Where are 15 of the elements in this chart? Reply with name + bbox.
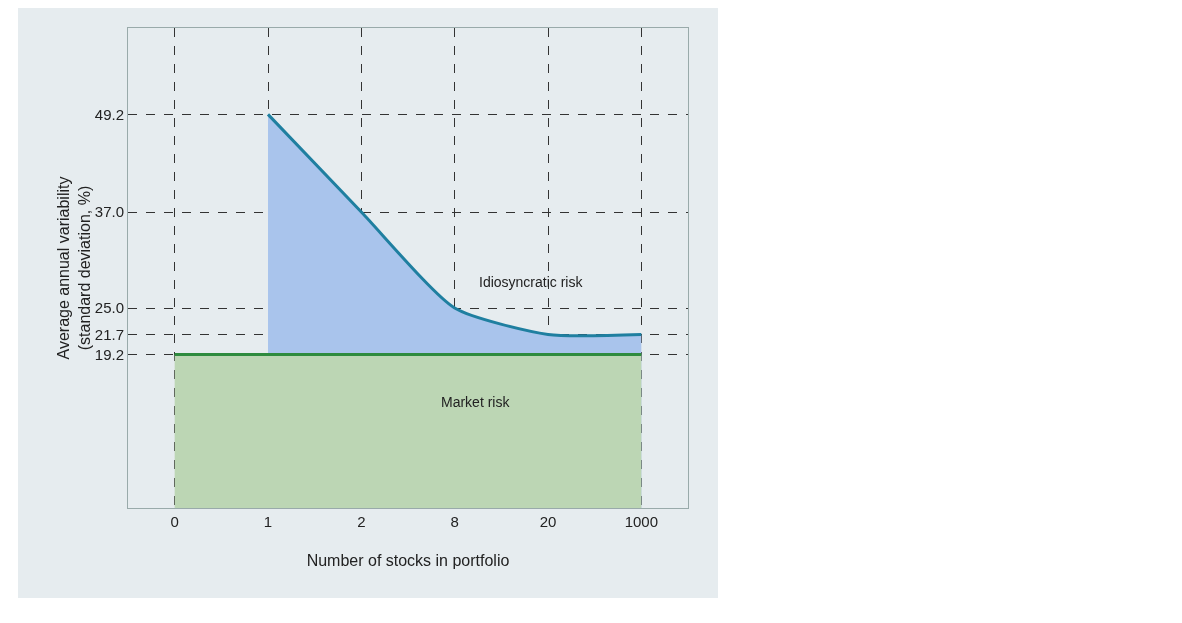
y-tick-label: 21.7 [94,325,124,343]
x-tick-label: 20 [539,513,557,530]
x-tick-label: 2 [357,513,366,530]
y-tick-label: 37.0 [94,203,124,221]
annotation: Market risk [441,394,511,410]
x-tick-label: 8 [450,513,459,530]
y-tick-label: 49.2 [94,105,124,123]
annotation: Idiosyncratic risk [479,274,584,290]
x-tick-label: 1 [263,513,273,530]
x-tick-label: 1000 [624,513,659,530]
x-tick-label: 0 [170,513,179,530]
x-axis-title: Number of stocks in portfolio [306,552,510,569]
y-tick-label: 19.2 [94,345,124,363]
y-axis-title: Average annual variability (standard deviation, %) [55,176,93,360]
y-tick-label: 25.0 [94,299,124,317]
